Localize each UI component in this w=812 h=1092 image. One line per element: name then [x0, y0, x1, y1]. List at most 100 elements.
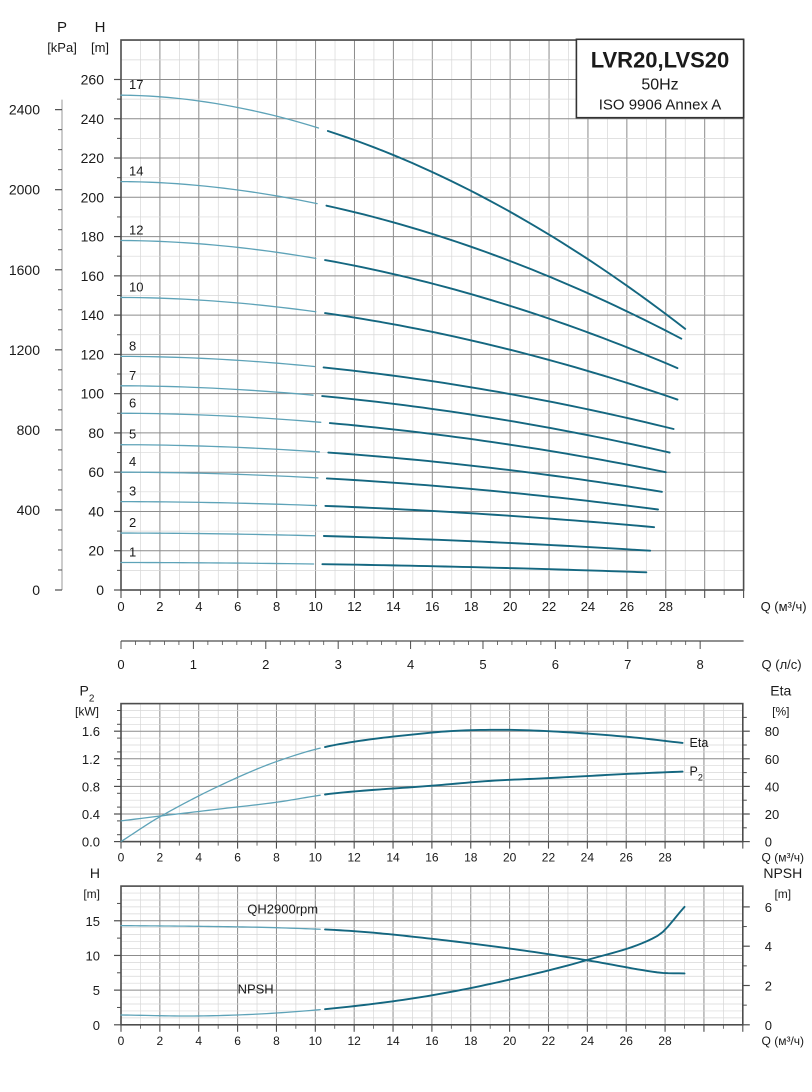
svg-text:28: 28: [659, 599, 673, 614]
svg-text:H: H: [90, 865, 100, 881]
svg-text:24: 24: [581, 1034, 595, 1048]
svg-text:[m]: [m]: [83, 887, 100, 901]
svg-text:0.8: 0.8: [82, 779, 100, 794]
svg-text:80: 80: [88, 425, 104, 441]
svg-text:0: 0: [118, 851, 125, 865]
svg-text:18: 18: [464, 851, 478, 865]
svg-text:0.0: 0.0: [82, 835, 100, 850]
svg-text:4: 4: [195, 851, 202, 865]
svg-text:NPSH: NPSH: [763, 865, 802, 881]
svg-text:26: 26: [620, 1034, 634, 1048]
svg-text:10: 10: [309, 851, 323, 865]
svg-text:12: 12: [347, 599, 361, 614]
svg-text:0: 0: [765, 835, 772, 850]
svg-text:[m]: [m]: [774, 887, 791, 901]
svg-text:Q (м³/ч): Q (м³/ч): [762, 851, 805, 865]
svg-text:17: 17: [129, 77, 143, 92]
svg-text:8: 8: [273, 599, 280, 614]
svg-text:28: 28: [658, 851, 672, 865]
svg-text:12: 12: [129, 223, 143, 238]
svg-text:1: 1: [190, 657, 197, 672]
svg-text:2: 2: [156, 599, 163, 614]
svg-text:LVR20,LVS20: LVR20,LVS20: [591, 47, 730, 72]
svg-text:[%]: [%]: [772, 705, 789, 719]
svg-text:10: 10: [308, 599, 322, 614]
svg-text:4: 4: [765, 939, 772, 954]
svg-text:14: 14: [386, 851, 400, 865]
svg-text:6: 6: [765, 900, 772, 915]
svg-text:80: 80: [765, 724, 779, 739]
svg-text:2000: 2000: [9, 182, 40, 198]
svg-text:0: 0: [96, 582, 104, 598]
svg-text:0: 0: [117, 599, 124, 614]
svg-text:16: 16: [425, 851, 439, 865]
svg-text:24: 24: [581, 851, 595, 865]
svg-text:60: 60: [765, 752, 779, 767]
svg-text:28: 28: [658, 1034, 672, 1048]
svg-text:3: 3: [335, 657, 342, 672]
svg-text:26: 26: [620, 599, 634, 614]
svg-text:220: 220: [81, 150, 105, 166]
svg-text:20: 20: [503, 1034, 517, 1048]
svg-text:5: 5: [129, 427, 136, 442]
svg-text:140: 140: [81, 307, 105, 323]
svg-text:H: H: [95, 19, 106, 36]
svg-text:[kW]: [kW]: [75, 705, 99, 719]
svg-text:Q (л/с): Q (л/с): [762, 657, 802, 672]
svg-text:2: 2: [129, 515, 136, 530]
svg-text:20: 20: [765, 807, 779, 822]
svg-text:240: 240: [81, 111, 105, 127]
svg-text:ISO 9906 Annex A: ISO 9906 Annex A: [599, 96, 722, 113]
svg-text:22: 22: [542, 599, 556, 614]
svg-text:4: 4: [129, 454, 136, 469]
svg-text:160: 160: [81, 268, 105, 284]
svg-text:6: 6: [552, 657, 559, 672]
svg-text:NPSH: NPSH: [238, 981, 274, 996]
svg-text:5: 5: [93, 983, 100, 998]
svg-text:1600: 1600: [9, 262, 40, 278]
svg-text:14: 14: [386, 599, 400, 614]
svg-text:4: 4: [195, 1034, 202, 1048]
svg-text:4: 4: [195, 599, 202, 614]
svg-text:1200: 1200: [9, 342, 40, 358]
svg-text:7: 7: [129, 368, 136, 383]
svg-text:20: 20: [503, 599, 517, 614]
svg-text:[m]: [m]: [91, 40, 109, 55]
svg-text:10: 10: [309, 1034, 323, 1048]
svg-text:8: 8: [273, 1034, 280, 1048]
svg-text:14: 14: [129, 164, 143, 179]
svg-text:18: 18: [464, 1034, 478, 1048]
svg-text:22: 22: [542, 851, 556, 865]
svg-text:6: 6: [234, 1034, 241, 1048]
svg-text:20: 20: [88, 543, 104, 559]
svg-text:Q (м³/ч): Q (м³/ч): [761, 599, 807, 614]
svg-text:50Hz: 50Hz: [641, 76, 678, 93]
svg-text:0: 0: [117, 657, 124, 672]
svg-text:0.4: 0.4: [82, 807, 100, 822]
svg-text:QH2900rpm: QH2900rpm: [247, 901, 318, 916]
svg-text:1: 1: [129, 545, 136, 560]
svg-text:8: 8: [273, 851, 280, 865]
svg-text:Eta: Eta: [770, 683, 791, 699]
svg-text:5: 5: [479, 657, 486, 672]
svg-text:16: 16: [425, 1034, 439, 1048]
svg-text:12: 12: [347, 1034, 361, 1048]
svg-text:3: 3: [129, 484, 136, 499]
svg-text:2: 2: [157, 851, 164, 865]
svg-text:40: 40: [88, 503, 104, 519]
svg-text:26: 26: [620, 851, 634, 865]
svg-text:0: 0: [32, 582, 40, 598]
svg-text:2: 2: [262, 657, 269, 672]
svg-text:2: 2: [765, 979, 772, 994]
svg-text:10: 10: [86, 948, 100, 963]
svg-text:260: 260: [81, 71, 105, 87]
svg-text:6: 6: [234, 851, 241, 865]
svg-text:22: 22: [542, 1034, 556, 1048]
svg-text:6: 6: [129, 395, 136, 410]
svg-text:24: 24: [581, 599, 595, 614]
svg-text:400: 400: [17, 502, 41, 518]
svg-text:60: 60: [88, 464, 104, 480]
svg-text:7: 7: [624, 657, 631, 672]
svg-text:6: 6: [234, 599, 241, 614]
svg-text:800: 800: [17, 422, 41, 438]
